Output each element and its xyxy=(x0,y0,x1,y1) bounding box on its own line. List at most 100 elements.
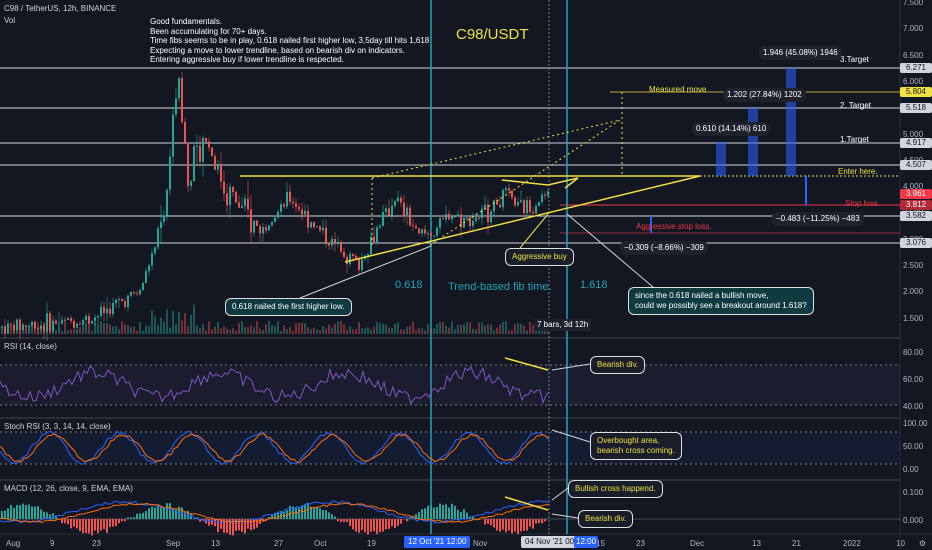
candle-body xyxy=(79,323,81,325)
chart-settings-icon[interactable]: ⚙ xyxy=(918,539,926,548)
macd-histogram-bar xyxy=(424,508,426,519)
candle-body xyxy=(106,308,108,314)
candle-body xyxy=(454,216,456,218)
volume-bar xyxy=(232,328,234,334)
target-bar-3 xyxy=(786,68,796,176)
macd-histogram-bar xyxy=(334,516,336,519)
volume-bar xyxy=(289,327,291,334)
macd-histogram-bar xyxy=(382,519,384,532)
price-tag-4507: 4.507 xyxy=(900,160,932,170)
volume-bar xyxy=(268,321,270,334)
target-bar-2 xyxy=(748,108,758,176)
target-3-label: 3.Target xyxy=(840,55,869,64)
candle-body xyxy=(190,181,192,187)
stoch-axis-tick: 0.00 xyxy=(903,465,919,474)
macd-histogram-bar xyxy=(76,519,78,529)
macd-histogram-bar xyxy=(508,519,510,531)
volume-bar xyxy=(358,321,360,334)
volume-bar xyxy=(271,324,273,334)
candle-body xyxy=(499,204,501,208)
candle-body xyxy=(256,220,258,226)
macd-label[interactable]: MACD (12, 26, close, 9, EMA, EMA) xyxy=(4,484,133,493)
macd-histogram-bar xyxy=(46,512,48,519)
volume-indicator-label[interactable]: Vol xyxy=(4,16,16,25)
candle-body xyxy=(85,315,87,320)
candle-body xyxy=(460,214,462,228)
stoch-rsi-label[interactable]: Stoch RSI (3, 3, 14, 14, close) xyxy=(4,422,111,431)
candle-body xyxy=(157,228,159,248)
candle-body xyxy=(148,265,150,272)
candle-body xyxy=(409,207,411,226)
candle-body xyxy=(43,325,45,332)
volume-bar xyxy=(349,326,351,334)
macd-histogram-bar xyxy=(520,519,522,532)
volume-bar xyxy=(490,324,492,334)
candle-body xyxy=(445,213,447,220)
rsi-bearish-div-callout: Bearish div. xyxy=(590,356,646,374)
volume-bar xyxy=(379,322,381,334)
candle-body xyxy=(214,156,216,170)
candle-body xyxy=(427,232,429,234)
macd-histogram-bar xyxy=(316,506,318,519)
candle-body xyxy=(367,254,369,256)
macd-histogram-bar xyxy=(499,519,501,532)
macd-histogram-bar xyxy=(169,503,171,519)
candle-body xyxy=(514,197,516,206)
macd-histogram-bar xyxy=(409,517,411,519)
macd-histogram-bar xyxy=(517,519,519,535)
candle-body xyxy=(154,247,156,254)
macd-histogram-bar xyxy=(454,505,456,519)
volume-bar xyxy=(328,324,330,334)
candle-body xyxy=(151,253,153,266)
price-axis-tick: 5.000 xyxy=(903,129,924,139)
price-axis-tick: 2.500 xyxy=(903,261,924,270)
candlestick-series xyxy=(1,71,549,341)
volume-bar xyxy=(394,323,396,334)
rsi-divergence-line xyxy=(504,357,549,371)
volume-bar xyxy=(427,324,429,334)
time-axis-tick: 23 xyxy=(636,539,645,548)
candle-body xyxy=(250,209,252,233)
candle-body xyxy=(184,122,186,143)
macd-histogram-bar xyxy=(325,510,327,519)
measure-box-target3: 1.946 (45.08%) 1946 xyxy=(759,46,842,60)
volume-bar xyxy=(1,326,3,334)
macd-histogram-bar xyxy=(88,519,90,534)
macd-histogram-bar xyxy=(82,519,84,534)
volume-bar xyxy=(526,330,528,334)
time-axis-tick: Dec xyxy=(690,539,705,548)
macd-line xyxy=(0,500,550,524)
volume-bar xyxy=(97,324,99,334)
candle-body xyxy=(433,235,435,237)
candle-body xyxy=(97,315,99,318)
overbought-callout: Overbought area, bearish cross coming. xyxy=(590,432,682,460)
macd-histogram-bar xyxy=(541,519,543,524)
macd-histogram-bar xyxy=(34,506,36,519)
candle-body xyxy=(160,221,162,229)
volume-bar xyxy=(277,321,279,334)
macd-histogram-bar xyxy=(400,519,402,524)
candle-body xyxy=(208,141,210,148)
candle-body xyxy=(298,206,300,210)
candle-body xyxy=(448,213,450,220)
candle-body xyxy=(484,204,486,209)
time-axis-tick: 21 xyxy=(792,539,801,548)
symbol-title[interactable]: C98 / TetherUS, 12h, BINANCE xyxy=(4,4,117,13)
macd-histogram xyxy=(1,503,549,536)
macd-histogram-bar xyxy=(118,519,120,524)
candle-body xyxy=(532,212,534,214)
support-trendline[interactable] xyxy=(344,175,701,263)
macd-histogram-bar xyxy=(154,507,156,519)
macd-bearish-div-pointer xyxy=(551,513,579,519)
macd-histogram-bar xyxy=(277,512,279,519)
candle-body xyxy=(82,319,84,325)
candle-body xyxy=(469,217,471,227)
macd-histogram-bar xyxy=(187,510,189,519)
volume-bar xyxy=(529,321,531,334)
volume-bar xyxy=(484,325,486,334)
volume-bar xyxy=(10,326,12,334)
macd-histogram-bar xyxy=(121,519,123,522)
candle-body xyxy=(382,211,384,226)
rsi-label[interactable]: RSI (14, close) xyxy=(4,342,57,351)
volume-bar xyxy=(523,325,525,334)
